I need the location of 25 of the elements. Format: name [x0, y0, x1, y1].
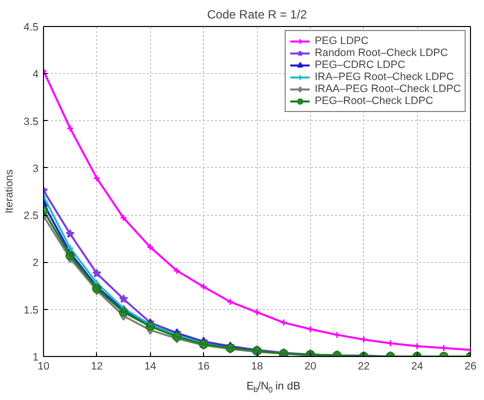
chart-title: Code Rate R = 1/2: [207, 8, 308, 22]
x-tick-label: 10: [38, 360, 50, 372]
x-tick-label: 18: [251, 360, 263, 372]
y-tick-label: 2: [32, 257, 39, 270]
y-axis-title: Iterations: [4, 170, 16, 214]
legend-label: Random Root–Check LDPC: [314, 47, 448, 59]
x-tick-label: 16: [198, 360, 210, 372]
x-tick-label: 12: [90, 360, 103, 372]
legend-label: PEG–Root–Check LDPC: [314, 95, 434, 107]
y-tick-label: 2.5: [24, 210, 39, 222]
y-tick-label: 4.5: [24, 22, 39, 34]
legend-label: IRAA–PEG Root–Check LDPC: [314, 83, 461, 95]
y-tick-label: 4: [32, 68, 39, 81]
y-tick-label: 3: [32, 162, 39, 175]
legend-label: IRA–PEG Root–Check LDPC: [314, 71, 454, 83]
x-tick-label: 20: [304, 360, 316, 372]
legend-label: PEG–CDRC LDPC: [314, 59, 406, 71]
x-tick-label: 22: [358, 360, 370, 372]
y-tick-label: 1.5: [24, 304, 39, 316]
x-tick-label: 26: [464, 360, 476, 372]
legend-label: PEG LDPC: [314, 35, 369, 47]
y-tick-label: 3.5: [24, 116, 39, 128]
x-tick-label: 24: [411, 360, 424, 372]
x-tick-label: 14: [144, 360, 156, 372]
y-tick-label: 1: [32, 352, 39, 364]
